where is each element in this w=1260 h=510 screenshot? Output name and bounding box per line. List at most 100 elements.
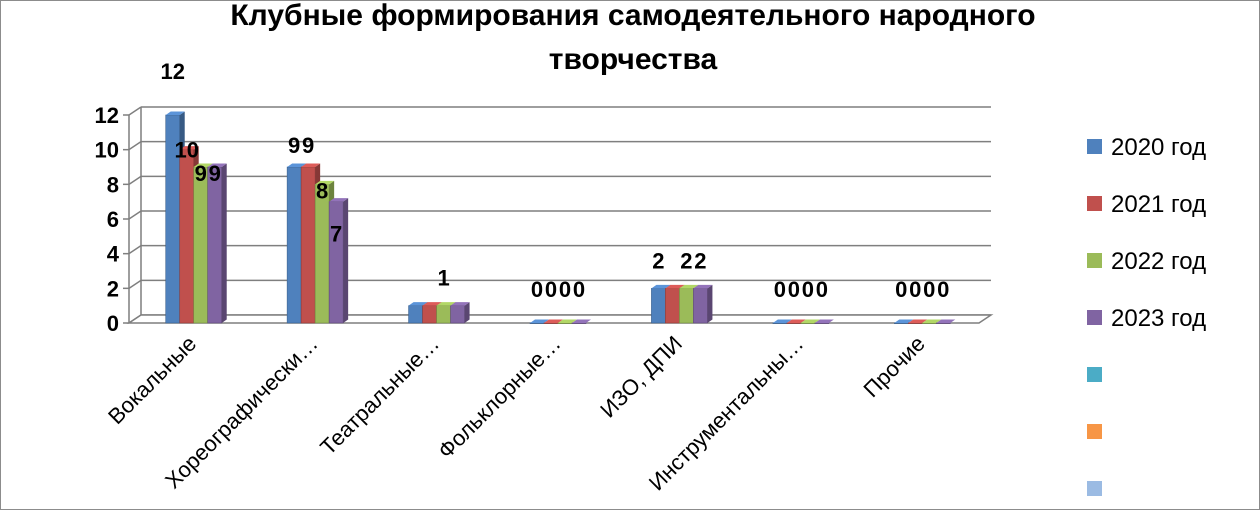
- bar-top: [572, 319, 591, 323]
- data-label: 10: [174, 138, 198, 163]
- bar-top: [558, 319, 577, 323]
- bar: [935, 319, 956, 324]
- bar-top: [693, 284, 713, 289]
- bar-top: [772, 319, 792, 323]
- bars-layer: [165, 111, 956, 324]
- legend-entry: 2022 год: [1087, 248, 1206, 275]
- bar-top: [530, 319, 549, 323]
- data-label: 0: [788, 277, 800, 302]
- data-label: 0: [816, 277, 828, 302]
- data-label: 2: [652, 248, 664, 273]
- legend-swatch: [1087, 139, 1102, 154]
- x-category-label: Вокальные: [103, 331, 201, 429]
- bar-top: [894, 319, 914, 323]
- bar-top: [422, 302, 442, 306]
- bar-front: [907, 322, 923, 324]
- chart-title-line-2: творчества: [549, 43, 718, 76]
- data-label: 2: [680, 248, 692, 273]
- data-label: 0: [774, 277, 786, 302]
- legend-label: 2020 год: [1111, 134, 1206, 161]
- legend-swatch: [1087, 310, 1102, 325]
- bar-front: [314, 184, 330, 324]
- gridline-connector: [128, 175, 142, 185]
- bar-top: [665, 284, 685, 289]
- bar-top: [679, 284, 699, 289]
- legend-swatch: [1087, 424, 1102, 439]
- bar-side: [221, 163, 227, 323]
- data-label: 9: [302, 133, 314, 158]
- bar-front: [422, 305, 437, 324]
- bar: [921, 319, 942, 324]
- data-label: 0: [531, 277, 543, 302]
- bar-front: [529, 322, 545, 324]
- bar-top: [936, 319, 956, 323]
- bar-front: [193, 166, 209, 324]
- gridline-connector: [128, 210, 142, 220]
- bar: [328, 198, 349, 324]
- legend-swatch: [1087, 253, 1102, 268]
- bar-front: [408, 305, 423, 324]
- bar-front: [814, 322, 830, 324]
- x-category-label: ИЗО, ДПИ: [595, 331, 687, 423]
- legend-entry: 2021 год: [1087, 191, 1206, 218]
- bar-top: [786, 319, 806, 323]
- bar-top: [315, 180, 335, 185]
- bar: [450, 302, 470, 324]
- bar: [814, 319, 834, 324]
- bar-top: [450, 302, 470, 306]
- legend-swatch: [1087, 481, 1102, 496]
- bar-top: [179, 146, 199, 150]
- data-label: 9: [195, 161, 207, 186]
- data-label: 1: [437, 266, 449, 291]
- bar-front: [543, 322, 559, 324]
- bar-front: [800, 322, 816, 324]
- y-tick-label: 6: [107, 207, 119, 232]
- y-tick-labels: 0 2 4 6 8 10 12: [95, 103, 120, 336]
- data-label: 0: [923, 277, 935, 302]
- data-label: 0: [895, 277, 907, 302]
- bar: [571, 319, 591, 324]
- bar-front: [557, 322, 573, 324]
- bar-side: [707, 284, 713, 323]
- bar-top: [207, 163, 227, 167]
- legend-entry: [1087, 424, 1102, 439]
- y-tick-label: 2: [107, 276, 119, 301]
- bar-front: [651, 288, 666, 324]
- bar-front: [935, 322, 951, 324]
- data-label: 9: [288, 133, 300, 158]
- legend-entry: [1087, 367, 1102, 382]
- legend-label: 2023 год: [1111, 305, 1206, 332]
- x-category-label: Театральные…: [315, 331, 444, 460]
- gridline-connector: [128, 141, 142, 151]
- bar-front: [207, 166, 223, 324]
- bar-top: [329, 198, 349, 202]
- x-category-label: Фольклорные…: [433, 331, 566, 464]
- y-tick-label: 12: [95, 103, 119, 128]
- bar-top: [436, 302, 456, 306]
- bar-front: [300, 166, 316, 324]
- bar-top: [301, 163, 321, 167]
- bar-front: [571, 322, 587, 324]
- bar-top: [651, 284, 671, 289]
- legend-swatch: [1087, 367, 1102, 382]
- bar-front: [693, 288, 708, 324]
- bar-top: [408, 302, 428, 306]
- data-label: 7: [330, 222, 342, 247]
- y-tick-label: 0: [107, 311, 119, 336]
- bar-front: [179, 149, 195, 324]
- gridline-connector: [128, 106, 142, 116]
- chart-title-line-1: Клубные формирования самодеятельного нар…: [230, 1, 1035, 32]
- bar-front: [679, 288, 694, 324]
- y-tick-label: 4: [107, 242, 120, 267]
- bar-top: [193, 163, 213, 167]
- legend-entry: [1087, 481, 1102, 496]
- data-label: 12: [160, 59, 184, 84]
- data-label: 2: [694, 248, 706, 273]
- gridline-connector: [128, 245, 142, 255]
- legend-entry: 2023 год: [1087, 305, 1206, 332]
- data-label: 0: [937, 277, 949, 302]
- x-category-label: Прочие: [859, 331, 930, 402]
- gridline-connector: [128, 279, 142, 289]
